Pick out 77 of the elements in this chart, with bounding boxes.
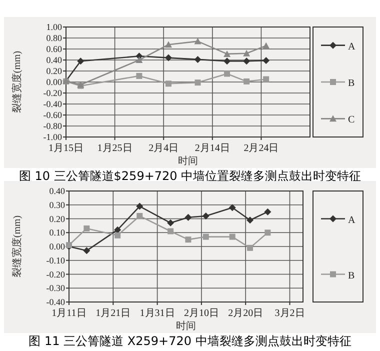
legend-label: B <box>348 270 355 282</box>
y-tick-label: -0.10 <box>46 255 66 266</box>
point <box>164 41 172 48</box>
y-tick-label: 0.30 <box>49 200 66 210</box>
point <box>167 219 174 226</box>
legend-label: B <box>348 78 355 89</box>
x-tick-label: 1月31日 <box>140 308 175 319</box>
point <box>224 70 230 77</box>
point <box>228 204 236 212</box>
point <box>136 72 142 79</box>
point <box>246 216 254 224</box>
point <box>84 225 90 232</box>
x-tick-label: 2月24日 <box>244 143 279 154</box>
point <box>243 50 250 56</box>
point <box>229 234 236 240</box>
y-tick-label: -0.30 <box>46 283 66 294</box>
point <box>202 234 209 240</box>
y-tick-label: 0.00 <box>49 242 66 252</box>
point <box>114 232 121 238</box>
y-tick-label: 1.00 <box>46 22 62 32</box>
y-tick-label: -1.00 <box>43 132 62 142</box>
y-axis-title: 裂缝宽度(mm) <box>11 50 23 114</box>
legend-label: C <box>348 114 355 126</box>
x-tick-label: 2月10日 <box>184 308 219 319</box>
point <box>263 76 270 82</box>
y-tick-label: -0.20 <box>46 269 66 280</box>
point <box>136 202 144 210</box>
x-axis-title: 时间 <box>178 155 198 167</box>
y-tick-label: -0.40 <box>46 297 66 307</box>
x-axis-title: 时间 <box>176 320 196 332</box>
point <box>164 54 172 62</box>
y-tick-label: -0.80 <box>43 121 62 131</box>
legend-label: A <box>348 214 356 226</box>
legend-label: A <box>348 41 356 52</box>
y-tick-label: 0.10 <box>49 228 66 238</box>
x-tick-label: 1月15日 <box>48 143 84 154</box>
y-tick-label: 0.20 <box>49 214 66 224</box>
point <box>194 80 201 86</box>
y-tick-label: 0.40 <box>46 55 62 65</box>
y-tick-label: -0.60 <box>43 110 62 120</box>
point <box>136 212 143 219</box>
x-tick-label: 1月25日 <box>97 143 132 154</box>
point <box>244 78 250 84</box>
y-tick-label: 0.80 <box>46 33 62 43</box>
point <box>262 57 270 64</box>
point <box>168 228 174 234</box>
y-axis-title: 裂缝宽度(mm) <box>11 215 23 278</box>
point <box>224 58 231 65</box>
y-tick-label: 0.60 <box>46 44 62 54</box>
point <box>262 42 270 49</box>
point <box>77 58 84 65</box>
y-tick-label: -0.20 <box>43 88 62 98</box>
point <box>136 56 143 63</box>
x-tick-label: 2月20日 <box>228 308 264 319</box>
x-tick-label: 2月4日 <box>148 143 179 154</box>
y-tick-label: 0.00 <box>46 77 62 87</box>
x-tick-label: 1月21日 <box>96 308 131 319</box>
y-tick-label: 0.40 <box>49 186 66 196</box>
point <box>114 226 122 234</box>
point <box>264 230 271 236</box>
y-tick-label: 0.20 <box>46 66 62 76</box>
caption: 图 11 三公箐隧道 X259+720 中墙裂缝多测点鼓出时变特征 <box>28 334 352 348</box>
point <box>243 58 250 65</box>
point <box>185 236 192 243</box>
point <box>165 80 172 87</box>
point <box>83 247 90 254</box>
point <box>264 208 272 216</box>
point <box>194 38 202 44</box>
x-tick-label: 3月2日 <box>274 308 305 319</box>
x-tick-label: 1月11日 <box>52 308 86 319</box>
x-tick-label: 2月14日 <box>194 143 230 154</box>
y-tick-label: -0.40 <box>43 99 62 109</box>
point <box>224 50 231 57</box>
point <box>202 212 210 220</box>
point <box>184 214 192 221</box>
point <box>194 56 202 63</box>
point <box>247 244 254 251</box>
